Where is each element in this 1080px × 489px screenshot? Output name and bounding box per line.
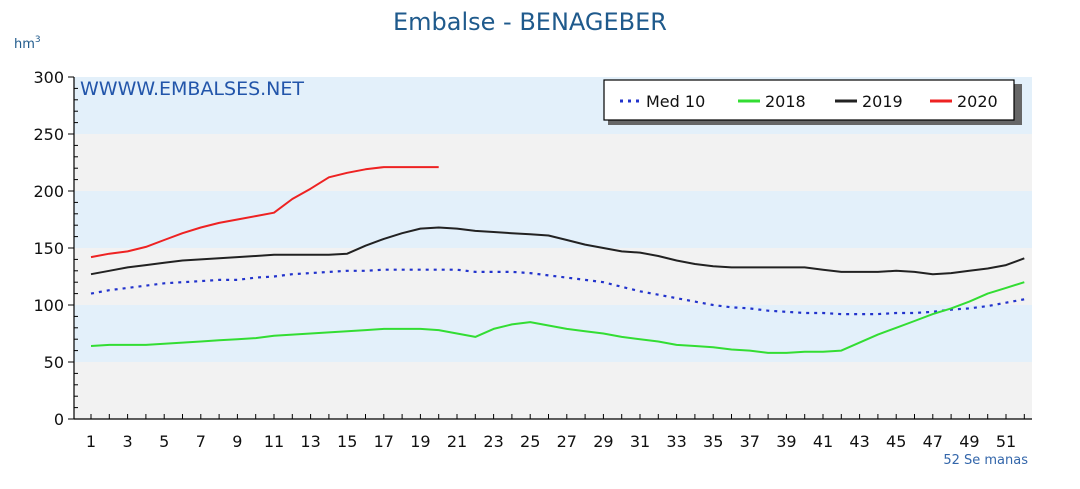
chart-title: Embalse - BENAGEBER [393, 8, 667, 36]
x-tick-label: 11 [264, 432, 284, 451]
x-tick-label: 31 [630, 432, 650, 451]
x-tick-label: 27 [557, 432, 577, 451]
y-tick-label: 100 [33, 296, 64, 315]
x-tick-label: 39 [776, 432, 796, 451]
x-weeks-label: 52 Se manas [943, 453, 1028, 468]
x-tick-label: 49 [959, 432, 979, 451]
plot-band [74, 362, 1032, 419]
x-tick-label: 19 [410, 432, 430, 451]
legend-label-2018: 2018 [765, 92, 806, 111]
x-tick-label: 45 [886, 432, 906, 451]
x-tick-label: 43 [849, 432, 869, 451]
x-tick-label: 21 [447, 432, 467, 451]
x-tick-label: 5 [159, 432, 169, 451]
series-line-2020 [90, 166, 439, 259]
x-tick-label: 1 [86, 432, 96, 451]
x-tick-label: 47 [923, 432, 943, 451]
plot-band [74, 248, 1032, 305]
series-line-2019 [90, 226, 1025, 276]
y-tick-label: 200 [33, 182, 64, 201]
legend-label-2020: 2020 [957, 92, 998, 111]
y-unit-label: hm3 [14, 35, 41, 52]
y-unit-exponent: 3 [35, 35, 41, 45]
x-tick-label: 33 [666, 432, 686, 451]
x-tick-label: 41 [813, 432, 833, 451]
x-tick-label: 15 [337, 432, 357, 451]
x-tick-label: 13 [300, 432, 320, 451]
y-tick-label: 250 [33, 125, 64, 144]
x-tick-label: 51 [996, 432, 1016, 451]
plot-background-bands [74, 77, 1032, 419]
series-line-2018 [90, 281, 1025, 354]
x-axis-ticks: 1 3 5 7 9 11 13 15 17 19 21 23 25 27 29 31 33 35 37 39 41 43 4… [86, 414, 1025, 451]
legend: Med 10 2018 2019 2020 [603, 79, 1022, 125]
x-tick-label: 7 [196, 432, 206, 451]
x-tick-label: 23 [483, 432, 503, 451]
plot-band [74, 191, 1032, 248]
y-tick-label: 50 [44, 353, 64, 372]
x-tick-label: 35 [703, 432, 723, 451]
x-tick-label: 9 [232, 432, 242, 451]
y-axis-ticks: 0 50 100 150 200 250 300 [33, 68, 78, 429]
y-tick-label: 300 [33, 68, 64, 87]
x-tick-label: 29 [593, 432, 613, 451]
x-tick-label: 17 [374, 432, 394, 451]
plot-band [74, 134, 1032, 191]
x-tick-label: 25 [520, 432, 540, 451]
y-tick-label: 0 [54, 410, 64, 429]
y-unit-base: hm [14, 37, 35, 52]
series-lines [90, 166, 1025, 354]
legend-label-med10: Med 10 [646, 92, 705, 111]
x-tick-label: 37 [740, 432, 760, 451]
x-tick-label: 3 [123, 432, 133, 451]
y-tick-label: 150 [33, 239, 64, 258]
watermark-text: WWWW.EMBALSES.NET [80, 78, 304, 100]
legend-label-2019: 2019 [862, 92, 903, 111]
